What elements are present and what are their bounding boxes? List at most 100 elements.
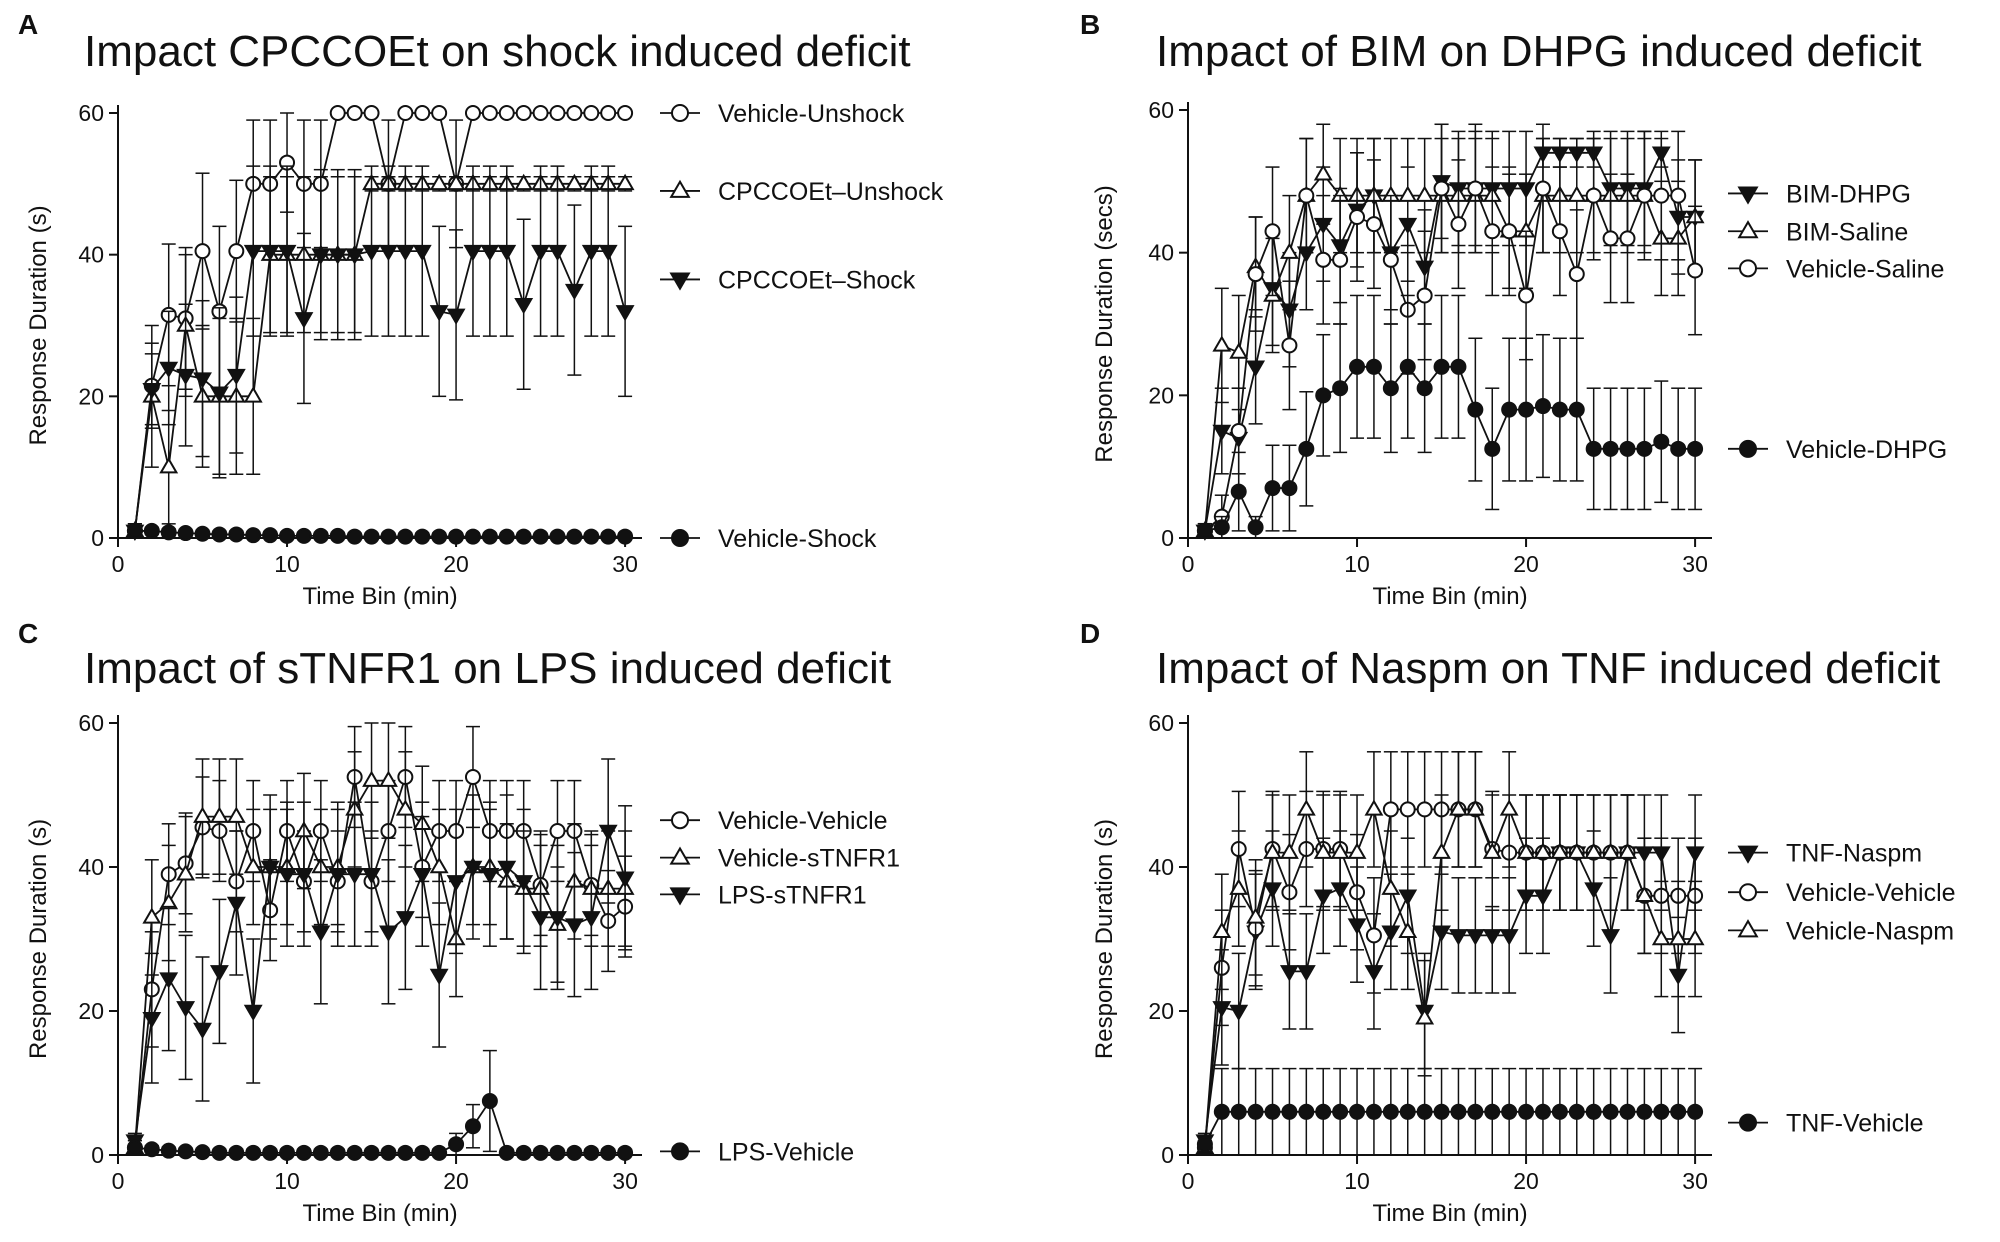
data-point bbox=[600, 1144, 617, 1161]
data-point bbox=[1568, 266, 1585, 283]
data-point bbox=[1602, 230, 1619, 247]
data-point bbox=[1482, 842, 1502, 859]
data-point bbox=[1450, 358, 1467, 375]
legend-entry: Vehicle-DHPG bbox=[1728, 436, 1947, 464]
chart-title: Impact CPCCOEt on shock induced deficit bbox=[84, 27, 911, 76]
data-point bbox=[1449, 799, 1468, 816]
data-point bbox=[177, 525, 194, 542]
legend-label: Vehicle-Unshock bbox=[718, 100, 905, 128]
series-vehicle-naspm bbox=[1195, 751, 1705, 1156]
data-point bbox=[211, 526, 228, 543]
legend-entry: BIM-Saline bbox=[1728, 218, 1908, 246]
legend-label: Vehicle-Vehicle bbox=[1786, 879, 1956, 907]
data-point bbox=[1518, 1103, 1535, 1120]
data-point bbox=[446, 308, 466, 325]
data-point bbox=[1465, 929, 1485, 946]
panel-letter: C bbox=[18, 618, 38, 649]
data-point bbox=[295, 1144, 312, 1161]
data-point bbox=[194, 243, 211, 260]
y-tick-label: 40 bbox=[78, 854, 104, 880]
legend-label: TNF-Naspm bbox=[1786, 840, 1922, 868]
data-point bbox=[1636, 440, 1653, 457]
x-tick-label: 30 bbox=[612, 1168, 638, 1194]
data-point bbox=[262, 1144, 279, 1161]
legend-marker bbox=[1737, 919, 1759, 938]
data-point bbox=[160, 1142, 177, 1159]
data-point bbox=[159, 361, 179, 379]
data-point bbox=[1636, 187, 1653, 204]
data-point bbox=[1230, 423, 1247, 439]
data-point bbox=[1349, 1103, 1366, 1120]
data-point bbox=[514, 173, 534, 191]
data-point bbox=[1212, 921, 1232, 939]
data-point bbox=[1246, 360, 1266, 377]
legend-entry: Vehicle-Naspm bbox=[1728, 917, 1954, 945]
data-point bbox=[1670, 1103, 1687, 1120]
data-point bbox=[1567, 842, 1587, 859]
data-point bbox=[448, 528, 465, 545]
legend-entry: TNF-Vehicle bbox=[1728, 1110, 1924, 1138]
data-point bbox=[126, 1139, 143, 1156]
data-point bbox=[1315, 1103, 1332, 1120]
legend-marker bbox=[1739, 1113, 1757, 1132]
data-point bbox=[566, 528, 583, 545]
data-point bbox=[226, 896, 246, 914]
data-point bbox=[193, 1022, 212, 1040]
data-point bbox=[429, 173, 449, 191]
panel-a: A Impact CPCCOEt on shock induced deficit… bbox=[18, 9, 944, 610]
data-point bbox=[1687, 440, 1704, 457]
legend-label: LPS-sTNFR1 bbox=[718, 881, 867, 909]
data-point bbox=[463, 860, 483, 878]
data-point bbox=[1551, 401, 1568, 418]
data-point bbox=[1247, 266, 1264, 283]
y-tick-label: 40 bbox=[1148, 240, 1174, 266]
data-point bbox=[1382, 1103, 1399, 1120]
data-point bbox=[448, 1136, 465, 1153]
data-point bbox=[228, 1144, 245, 1161]
legend-entry: LPS-Vehicle bbox=[660, 1138, 854, 1166]
data-point bbox=[363, 528, 380, 545]
data-point bbox=[311, 925, 331, 942]
data-point bbox=[1685, 928, 1705, 946]
data-point bbox=[395, 799, 415, 816]
data-point bbox=[583, 528, 600, 545]
data-point bbox=[194, 525, 211, 542]
legend-label: TNF-Vehicle bbox=[1786, 1110, 1924, 1138]
data-point bbox=[1196, 1136, 1213, 1153]
series-tnf-vehicle bbox=[1196, 1067, 1704, 1156]
data-point bbox=[362, 867, 381, 885]
data-point bbox=[598, 244, 618, 262]
data-point bbox=[1433, 180, 1450, 197]
data-point bbox=[498, 1144, 515, 1161]
x-axis-label: Time Bin (min) bbox=[1372, 583, 1527, 610]
legend-entry: Vehicle-Unshock bbox=[660, 100, 905, 128]
y-axis-label: Response Duration (secs) bbox=[1091, 185, 1118, 462]
data-point bbox=[464, 528, 481, 545]
data-point bbox=[1229, 342, 1249, 359]
data-point bbox=[1467, 401, 1484, 418]
data-point bbox=[209, 965, 229, 982]
data-point bbox=[600, 105, 617, 121]
legend-entry: Vehicle-Shock bbox=[660, 525, 877, 553]
series-line bbox=[134, 250, 626, 532]
data-point bbox=[345, 867, 365, 885]
x-tick-label: 10 bbox=[274, 1168, 300, 1194]
data-point bbox=[142, 907, 162, 924]
data-point bbox=[245, 1144, 262, 1161]
y-tick-label: 20 bbox=[1148, 998, 1174, 1024]
data-point bbox=[464, 1118, 481, 1135]
legend-label: CPCCOEt–Unshock bbox=[718, 178, 944, 206]
data-point bbox=[1433, 1103, 1450, 1120]
data-point bbox=[1416, 1103, 1433, 1120]
x-tick-label: 30 bbox=[1682, 551, 1708, 577]
data-point bbox=[143, 1141, 160, 1158]
data-point bbox=[295, 527, 312, 544]
data-point bbox=[1264, 1103, 1281, 1120]
data-point bbox=[193, 372, 212, 389]
data-point bbox=[1534, 398, 1551, 415]
data-point bbox=[414, 1144, 431, 1161]
x-tick-label: 0 bbox=[112, 551, 125, 577]
panel-letter: D bbox=[1080, 618, 1100, 649]
data-point bbox=[1653, 1103, 1670, 1120]
legend-label: Vehicle-DHPG bbox=[1786, 436, 1947, 464]
